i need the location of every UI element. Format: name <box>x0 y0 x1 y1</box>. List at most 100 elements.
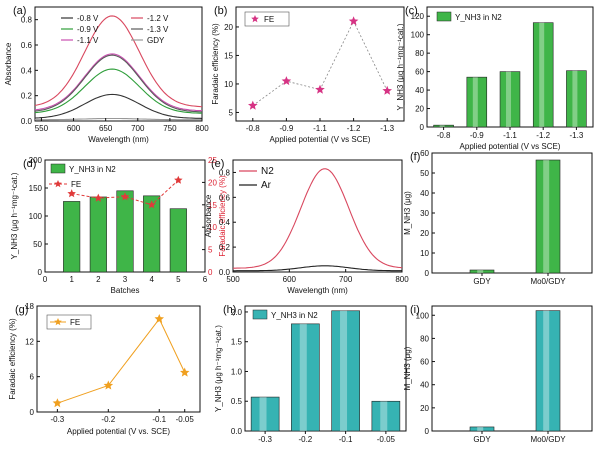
panel-e-legend-label: N2 <box>261 166 274 177</box>
panel-h-bar-rect <box>291 323 320 432</box>
panel-h-bar <box>250 396 280 432</box>
panel-a-xtick-label: 650 <box>99 124 113 133</box>
panel-i-ytick-label: 20 <box>420 404 429 413</box>
panel-a-legend-label: -1.3 V <box>147 25 169 34</box>
panel-g-letter: (g) <box>15 304 28 316</box>
panel-c-letter: (c) <box>405 5 418 17</box>
panel-f-frame <box>431 152 593 274</box>
panel-g-frame <box>36 305 201 413</box>
panel-i-ytick-label: 40 <box>420 381 429 390</box>
panel-g-ytick-label: 18 <box>25 302 34 311</box>
panel-f-ytick-label: 10 <box>420 249 429 258</box>
panel-a-series-4 <box>34 54 203 113</box>
panel-c-xtick-label: -1.2 <box>536 131 550 140</box>
panel-c-bar-highlight <box>539 22 545 128</box>
panel-d-xtick-label: 0 <box>43 275 48 284</box>
panel-g-ylabel: Faradaic efficiency (%) <box>8 318 17 400</box>
panel-i-ylabel: M_NH3 (μg) <box>403 346 412 390</box>
panel-b-legend-label: FE <box>264 15 274 24</box>
panel-c-bar-highlight <box>572 70 578 127</box>
panel-b-xtick-label: -0.9 <box>280 124 294 133</box>
panel-b-point <box>248 100 258 110</box>
panel-d-ytick-label: 200 <box>29 156 43 165</box>
panel-b-xtick-label: -0.8 <box>246 124 260 133</box>
panel-c-ytick-label: 60 <box>415 68 424 77</box>
panel-a-ytick-label: 0.8 <box>21 16 33 25</box>
panel-b-point <box>348 16 359 26</box>
panel-a-ytick-label: 0.2 <box>21 92 33 101</box>
panel-i-frame <box>431 305 593 432</box>
panel-b-xtick-label: -1.3 <box>380 124 394 133</box>
panel-b-point <box>281 76 292 86</box>
panel-f-ytick-label: 50 <box>420 169 429 178</box>
panel-b-legend-box <box>244 11 290 27</box>
panel-h-bar-highlight <box>299 323 307 431</box>
panel-h-ytick-label: 1.0 <box>231 367 243 376</box>
panel-g-point <box>180 367 190 377</box>
panel-a-frame <box>34 6 203 122</box>
panel-a-series-3 <box>34 15 203 108</box>
panel-h-bar-rect <box>331 310 360 432</box>
panel-c-ytick-label: 0 <box>420 123 425 132</box>
panel-f-ytick-label: 40 <box>420 189 429 198</box>
panel-h-bar-highlight <box>259 397 267 431</box>
panel-a-series-2 <box>34 53 202 112</box>
panel-d-bar <box>116 190 134 273</box>
panel-h-ytick-label: 1.5 <box>231 338 243 347</box>
panel-e-ylabel: Absorbance <box>204 194 213 237</box>
panel-e-legend-label: Ar <box>261 180 272 191</box>
panel-i-bar <box>535 310 561 432</box>
panel-d-bar <box>169 208 187 273</box>
panel-b-point <box>382 85 392 95</box>
panel-b-ytick-label: 5 <box>229 108 234 117</box>
panel-g-xtick-label: -0.1 <box>152 415 166 424</box>
panel-b-point <box>315 84 325 94</box>
panel-f-bar <box>469 269 495 274</box>
panel-g-point <box>154 314 164 323</box>
panel-d-ytick-right-label: 5 <box>208 246 213 255</box>
panel-a-xtick-label: 700 <box>131 124 145 133</box>
panel-a-xlabel: Wavelength (nm) <box>88 135 149 144</box>
panel-c-bar-highlight <box>439 125 445 127</box>
panel-c-bar <box>532 22 554 128</box>
panel-g-legend-star <box>54 318 62 326</box>
panel-g-line <box>57 318 186 404</box>
panel-h-xtick-label: -0.05 <box>377 435 396 444</box>
panel-f-ytick-label: 20 <box>420 229 429 238</box>
panel-h-bar-rect <box>250 396 280 432</box>
panel-g-point <box>52 398 63 408</box>
panel-d-bar <box>143 195 161 273</box>
panel-h-bar-rect <box>371 400 401 432</box>
panel-c-bar <box>466 76 488 128</box>
panel-a-legend-label: -1.2 V <box>147 14 169 23</box>
panel-e-letter: (e) <box>211 158 224 170</box>
panel-c-ytick-label: 100 <box>411 31 425 40</box>
panel-c-xlabel: Applied potential (V vs SCE) <box>460 142 561 151</box>
panel-h-bar <box>371 400 401 432</box>
panel-b-letter: (b) <box>214 5 227 17</box>
panel-g-xlabel: Applied potential (V vs. SCE) <box>67 427 170 436</box>
panel-f-bar <box>535 159 561 274</box>
panel-d-fe-point <box>94 193 103 202</box>
panel-a-xtick-label: 800 <box>195 124 209 133</box>
panel-h-legend-swatch <box>252 309 268 320</box>
panel-h-ytick-label: 2.0 <box>231 308 243 317</box>
panel-e-ytick-label: 0.8 <box>219 168 231 177</box>
panel-i-bar-rect <box>535 310 561 432</box>
panel-a-legend-label: -1.1 V <box>77 36 99 45</box>
panel-h-letter: (h) <box>223 304 236 316</box>
panel-f-ylabel: M_NH3 (μg) <box>403 191 412 235</box>
panel-a-series-0 <box>34 93 203 119</box>
panel-g-point <box>103 380 114 390</box>
panel-d-legend-label: Y_NH3 in N2 <box>69 165 116 174</box>
panel-e-ytick-label: 0.0 <box>219 268 231 277</box>
panel-a-legend-label: -0.9 V <box>77 25 99 34</box>
panel-d-ytick-label: 50 <box>33 240 42 249</box>
panel-e-series-1 <box>233 265 402 272</box>
panel-d-ylabel-right: Faradaic efficiency (%) <box>218 175 227 257</box>
panel-b-ylabel: Faradaic efficiency (%) <box>211 23 220 105</box>
panel-c-ytick-label: 20 <box>415 105 424 114</box>
panel-b-xtick-label: -1.2 <box>347 124 361 133</box>
panel-h-xtick-label: -0.3 <box>258 435 272 444</box>
